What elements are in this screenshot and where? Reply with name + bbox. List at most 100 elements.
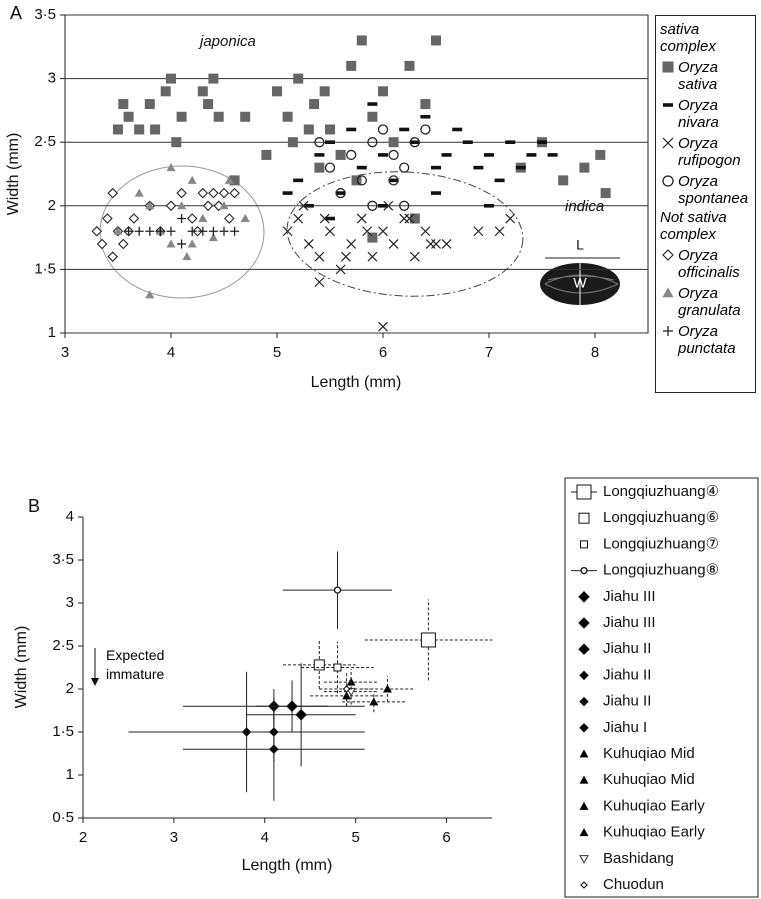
marker — [208, 73, 219, 84]
marker — [335, 264, 346, 275]
annotation-arrow — [91, 678, 99, 686]
marker — [342, 685, 351, 693]
legend-label: Longqiuzhuang⑥ — [603, 509, 719, 526]
marker — [579, 801, 589, 810]
marker — [579, 723, 589, 733]
marker — [240, 213, 250, 223]
marker — [367, 137, 378, 148]
marker — [399, 127, 410, 132]
marker — [526, 153, 537, 157]
y-axis-label: Width (mm) — [13, 626, 30, 709]
marker — [287, 137, 298, 148]
legend-label: Oryza spontanea — [678, 173, 749, 207]
marker — [579, 855, 589, 864]
marker — [107, 251, 118, 262]
marker — [182, 252, 192, 261]
marker — [282, 191, 293, 195]
marker — [441, 153, 452, 157]
panel-label: A — [10, 3, 22, 23]
marker — [579, 670, 589, 681]
marker — [431, 165, 441, 170]
marker — [382, 684, 392, 693]
marker — [203, 99, 214, 110]
marker — [303, 124, 314, 135]
marker — [378, 204, 388, 208]
marker — [325, 124, 335, 135]
legend-swatch — [662, 175, 674, 187]
x-tick-label: 5 — [351, 829, 359, 846]
marker — [176, 111, 187, 122]
marker — [325, 140, 335, 144]
legend-label: Chuodun — [603, 876, 664, 893]
marker — [333, 663, 342, 672]
marker — [171, 137, 182, 148]
marker — [484, 153, 494, 157]
legend-label: Oryza punctata — [678, 323, 736, 357]
marker — [388, 178, 399, 183]
legend-label: Bashidang — [603, 850, 674, 867]
marker — [314, 251, 325, 262]
marker — [662, 249, 674, 261]
marker — [425, 239, 436, 249]
legend-label: Longqiuzhuang⑧ — [603, 562, 719, 579]
legend-entry: Oryza sativa — [660, 59, 751, 93]
marker — [198, 226, 208, 236]
legend-entry: Oryza rufipogon — [660, 135, 751, 169]
marker — [578, 617, 590, 629]
marker — [505, 140, 516, 144]
legend-label: Jiahu II — [603, 693, 651, 710]
marker — [579, 696, 589, 707]
marker — [198, 213, 208, 223]
marker — [462, 140, 473, 144]
marker — [362, 226, 373, 237]
annotation: Expected immature — [106, 647, 165, 682]
marker — [314, 153, 325, 157]
marker — [340, 251, 351, 262]
y-tick-label: 1·5 — [34, 260, 56, 277]
marker — [431, 35, 441, 46]
marker — [282, 226, 293, 237]
marker — [134, 188, 144, 197]
legend-entry: Oryza spontanea — [660, 173, 751, 207]
y-tick-label: 1 — [66, 766, 74, 783]
marker — [208, 187, 219, 199]
marker — [96, 238, 108, 250]
marker — [187, 226, 197, 236]
x-tick-label: 8 — [591, 344, 599, 361]
marker — [186, 213, 198, 224]
legend-swatch — [662, 249, 674, 261]
marker — [388, 175, 399, 186]
marker — [409, 137, 420, 148]
legend-label: Oryza sativa — [678, 59, 719, 93]
legend-swatch — [663, 326, 673, 336]
legend-entry: Oryza nivara — [660, 97, 751, 131]
marker — [356, 175, 367, 186]
marker — [124, 226, 134, 236]
legend-label: Jiahu I — [603, 719, 647, 736]
marker — [404, 60, 415, 71]
marker — [113, 124, 123, 135]
marker — [314, 277, 325, 288]
marker — [578, 643, 590, 655]
marker — [303, 204, 314, 208]
marker — [494, 178, 505, 183]
marker — [595, 149, 606, 160]
legend-entry: Oryza officinalis — [660, 247, 751, 281]
x-tick-label: 2 — [79, 829, 87, 846]
marker — [420, 226, 431, 237]
marker — [388, 149, 399, 161]
marker — [383, 200, 394, 211]
marker — [165, 200, 177, 212]
marker — [314, 137, 325, 148]
y-tick-label: 4 — [66, 508, 74, 525]
marker — [102, 213, 113, 224]
marker — [378, 321, 388, 332]
marker — [325, 216, 335, 221]
y-tick-label: 3 — [48, 70, 56, 87]
marker — [219, 226, 229, 236]
marker — [346, 60, 357, 71]
marker — [240, 111, 251, 122]
marker — [578, 591, 590, 603]
annotation: indica — [565, 198, 604, 215]
